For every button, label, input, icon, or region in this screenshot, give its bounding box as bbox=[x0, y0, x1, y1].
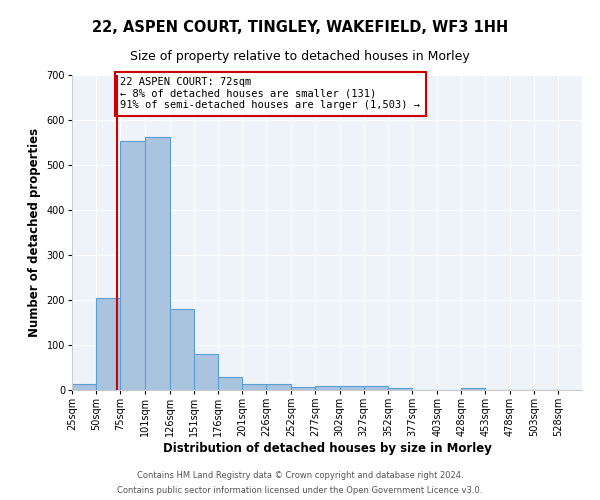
Bar bbox=[364, 386, 388, 390]
Bar bbox=[291, 388, 316, 390]
Bar bbox=[72, 384, 96, 390]
X-axis label: Distribution of detached houses by size in Morley: Distribution of detached houses by size … bbox=[163, 442, 491, 455]
Text: Contains public sector information licensed under the Open Government Licence v3: Contains public sector information licen… bbox=[118, 486, 482, 495]
Bar bbox=[218, 376, 242, 390]
Bar bbox=[194, 354, 218, 390]
Bar bbox=[145, 136, 170, 390]
Bar bbox=[170, 309, 194, 390]
Bar bbox=[388, 388, 412, 390]
Text: 22, ASPEN COURT, TINGLEY, WAKEFIELD, WF3 1HH: 22, ASPEN COURT, TINGLEY, WAKEFIELD, WF3… bbox=[92, 20, 508, 35]
Bar bbox=[340, 386, 364, 390]
Bar bbox=[242, 384, 266, 390]
Text: Contains HM Land Registry data © Crown copyright and database right 2024.: Contains HM Land Registry data © Crown c… bbox=[137, 471, 463, 480]
Text: Size of property relative to detached houses in Morley: Size of property relative to detached ho… bbox=[130, 50, 470, 63]
Bar bbox=[316, 386, 340, 390]
Bar bbox=[461, 388, 485, 390]
Bar bbox=[120, 141, 145, 390]
Y-axis label: Number of detached properties: Number of detached properties bbox=[28, 128, 41, 337]
Bar bbox=[96, 298, 120, 390]
Bar bbox=[266, 384, 291, 390]
Text: 22 ASPEN COURT: 72sqm
← 8% of detached houses are smaller (131)
91% of semi-deta: 22 ASPEN COURT: 72sqm ← 8% of detached h… bbox=[120, 77, 420, 110]
